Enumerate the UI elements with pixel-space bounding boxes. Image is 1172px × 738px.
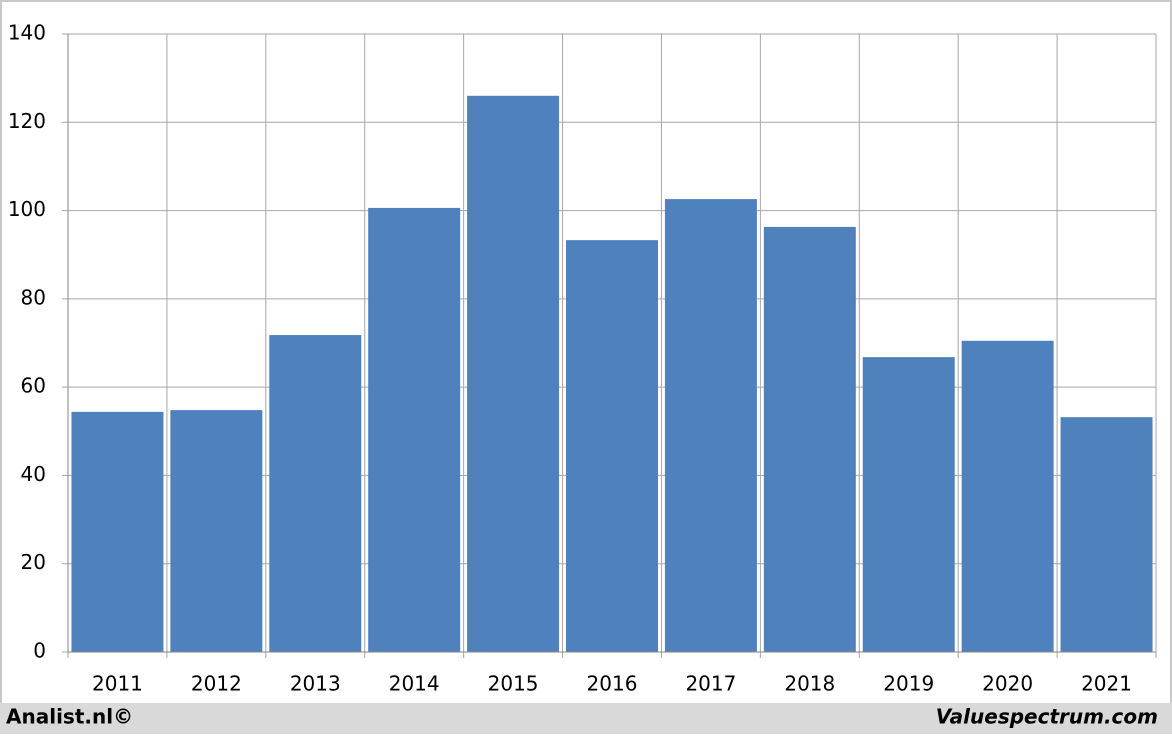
footer-right: Valuespectrum.com [936,705,1158,729]
x-tick-label: 2018 [784,672,835,696]
x-tick-label: 2017 [685,672,736,696]
bar [566,240,658,652]
bar [71,411,164,652]
x-tick-label: 2020 [982,672,1033,696]
bar [467,95,560,653]
y-tick-label: 100 [8,197,46,221]
y-tick-label: 140 [8,21,46,45]
x-tick-label: 2016 [587,672,638,696]
footer-left: Analist.nl© [6,705,133,729]
bar [368,207,461,652]
footer-bar [0,703,1172,734]
bar [269,335,362,652]
y-tick-label: 120 [8,109,46,133]
y-tick-label: 0 [33,639,46,663]
x-tick-label: 2013 [290,672,341,696]
bar [664,199,757,652]
x-tick-label: 2012 [191,672,242,696]
y-tick-label: 20 [21,550,46,574]
x-tick-label: 2019 [883,672,934,696]
bar [862,357,955,652]
bar [763,226,856,652]
x-tick-label: 2014 [389,672,440,696]
y-tick-label: 60 [21,374,46,398]
bar [961,340,1054,652]
x-tick-label: 2021 [1081,672,1132,696]
bar [1060,417,1153,652]
y-tick-label: 40 [21,462,46,486]
x-tick-label: 2015 [488,672,539,696]
y-tick-label: 80 [21,285,46,309]
bar [170,410,263,652]
x-tick-label: 2011 [92,672,143,696]
